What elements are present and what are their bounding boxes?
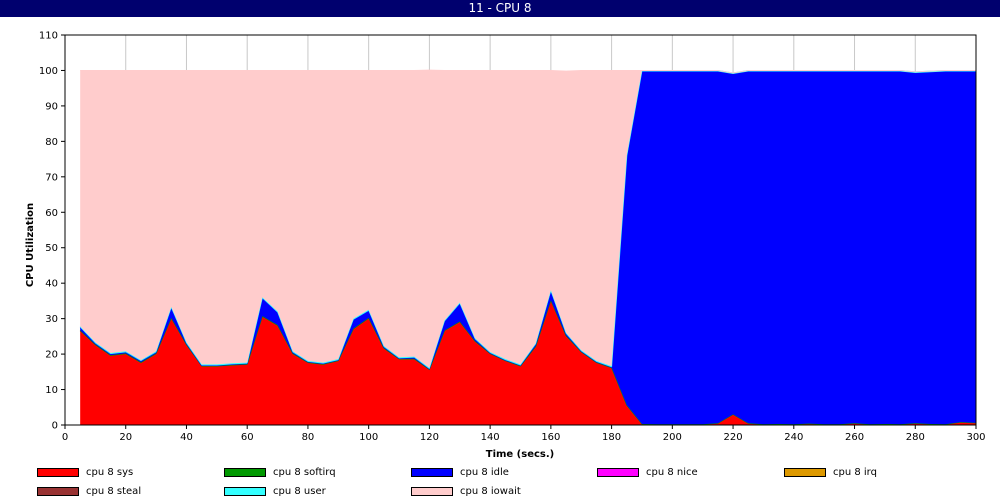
legend-swatch-softirq xyxy=(224,468,266,477)
y-tick-label-60: 60 xyxy=(45,208,58,219)
window-title: 11 - CPU 8 xyxy=(0,0,1000,17)
legend-label-iowait: cpu 8 iowait xyxy=(460,486,521,497)
x-tick-label-180: 180 xyxy=(602,432,621,443)
chart-legend: cpu 8 sys cpu 8 softirq cpu 8 idle cpu 8… xyxy=(0,463,1000,504)
x-tick-label-140: 140 xyxy=(481,432,500,443)
series-edge-cpu-8-iowait xyxy=(80,69,976,74)
y-tick-label-30: 30 xyxy=(45,314,58,325)
x-tick-label-100: 100 xyxy=(359,432,378,443)
x-tick-label-260: 260 xyxy=(845,432,864,443)
x-tick-label-0: 0 xyxy=(62,432,68,443)
legend-label-irq: cpu 8 irq xyxy=(833,467,877,478)
legend-label-sys: cpu 8 sys xyxy=(86,467,134,478)
legend-swatch-sys xyxy=(37,468,79,477)
y-tick-label-40: 40 xyxy=(45,279,58,290)
x-axis: 0 20 40 60 80 100 120 140 160 180 200 220 240 260 280 3… xyxy=(62,425,986,443)
y-tick-label-0: 0 xyxy=(52,421,58,432)
x-tick-label-200: 200 xyxy=(663,432,682,443)
legend-label-softirq: cpu 8 softirq xyxy=(273,467,336,478)
legend-label-steal: cpu 8 steal xyxy=(86,486,142,497)
series-area-cpu-8-sys xyxy=(80,300,977,425)
plot-frame xyxy=(64,34,977,426)
y-tick-label-50: 50 xyxy=(45,243,58,254)
x-tick-label-280: 280 xyxy=(906,432,925,443)
y-tick-label-110: 110 xyxy=(39,31,58,42)
y-tick-label-90: 90 xyxy=(45,101,58,112)
x-tick-label-220: 220 xyxy=(724,432,743,443)
series-area-cpu-8-idle xyxy=(80,71,977,425)
legend-label-nice: cpu 8 nice xyxy=(646,467,698,478)
x-tick-label-20: 20 xyxy=(119,432,132,443)
legend-swatch-iowait xyxy=(411,487,453,496)
y-tick-label-20: 20 xyxy=(45,350,58,361)
legend-swatch-idle xyxy=(411,468,453,477)
x-axis-label: Time (secs.) xyxy=(486,449,555,460)
y-tick-label-10: 10 xyxy=(45,385,58,396)
y-tick-label-70: 70 xyxy=(45,172,58,183)
legend-swatch-nice xyxy=(597,468,639,477)
y-tick-label-80: 80 xyxy=(45,137,58,148)
series-area-cpu-8-iowait xyxy=(80,70,977,368)
x-tick-label-160: 160 xyxy=(541,432,560,443)
legend-swatch-user xyxy=(224,487,266,496)
x-tick-label-120: 120 xyxy=(420,432,439,443)
x-tick-label-40: 40 xyxy=(180,432,193,443)
x-tick-label-60: 60 xyxy=(241,432,254,443)
x-tick-label-240: 240 xyxy=(784,432,803,443)
legend-swatch-irq xyxy=(784,468,826,477)
chart-canvas: 0 10 20 30 40 50 60 70 80 90 100 110 0 20 40 60 80 100 12… xyxy=(25,31,986,461)
y-tick-label-100: 100 xyxy=(39,66,58,77)
x-tick-label-80: 80 xyxy=(302,432,315,443)
y-axis: 0 10 20 30 40 50 60 70 80 90 100 110 xyxy=(39,31,65,432)
legend-label-user: cpu 8 user xyxy=(273,486,326,497)
y-axis-label: CPU Utilization xyxy=(25,203,36,287)
x-tick-label-300: 300 xyxy=(966,432,985,443)
legend-swatch-steal xyxy=(37,487,79,496)
legend-label-idle: cpu 8 idle xyxy=(460,467,509,478)
area-series xyxy=(79,69,977,425)
